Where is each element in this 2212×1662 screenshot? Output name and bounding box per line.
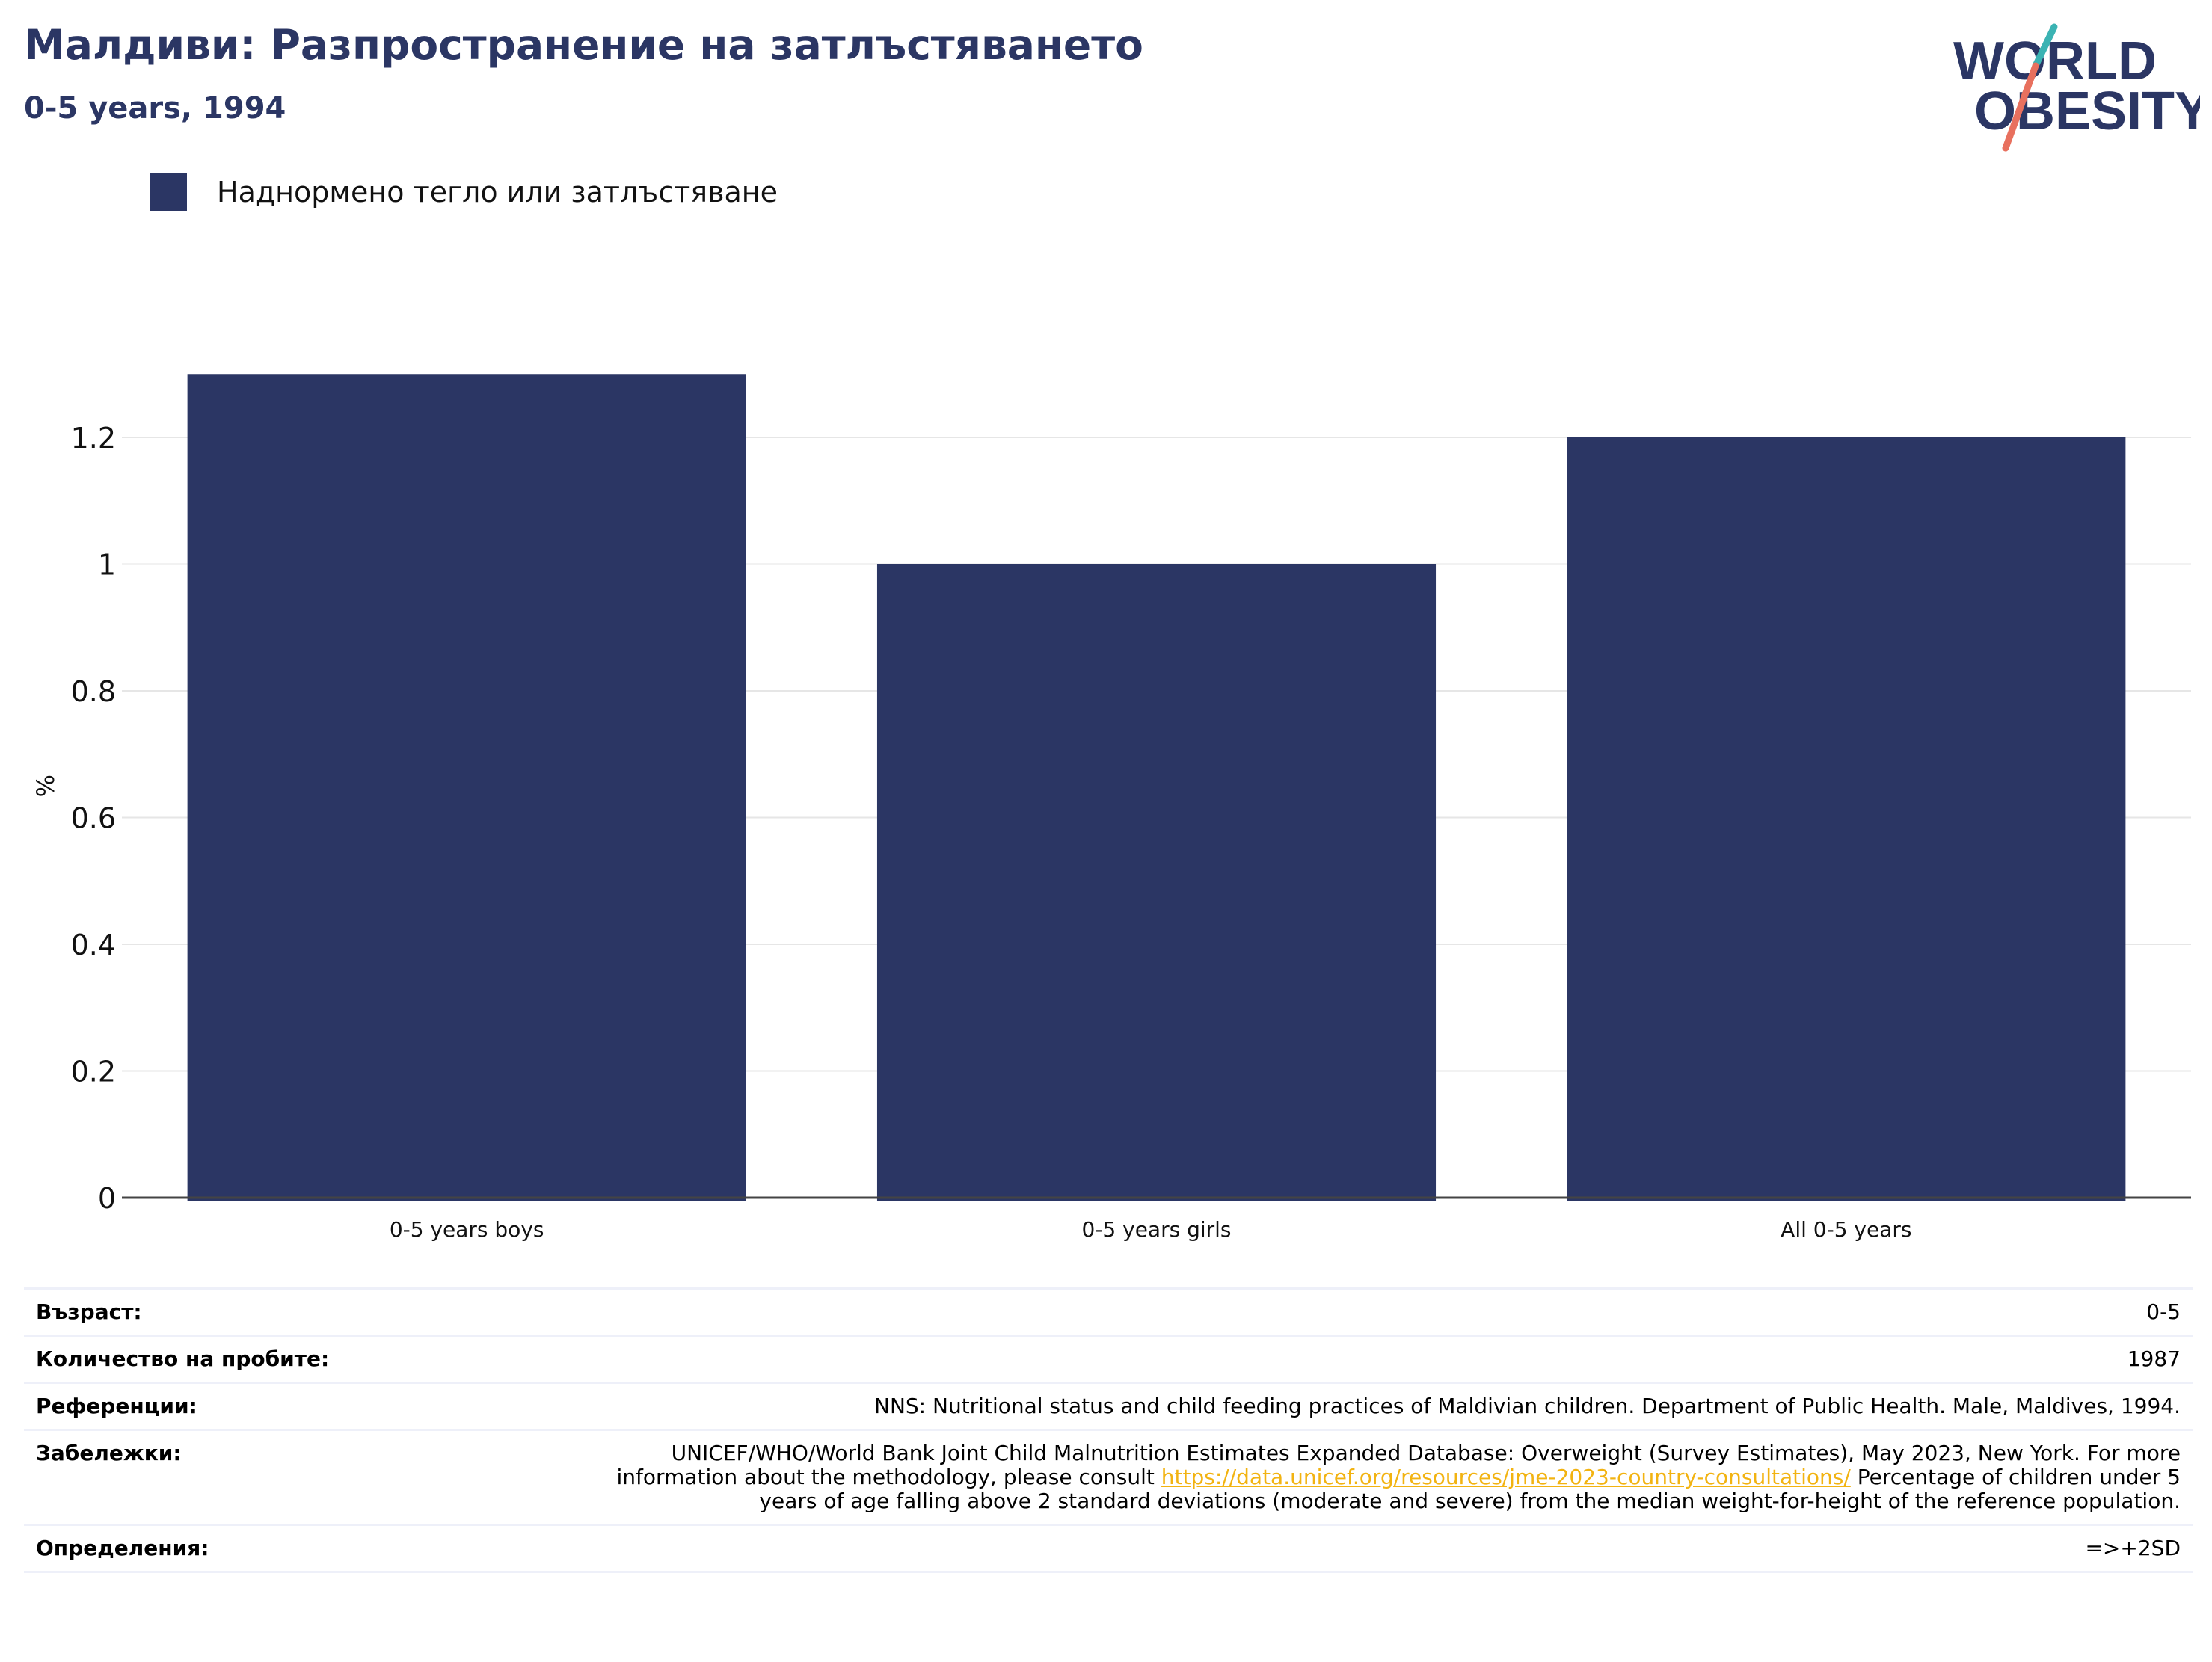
info-key-definitions: Определения: — [24, 1524, 571, 1573]
world-obesity-logo: WORLD OBESITY — [1953, 23, 2200, 152]
bar-chart: 0 0.2 0.4 0.6 0.8 1 1.2 0-5 years boys 0-5 years… — [31, 374, 2191, 1242]
x-tick-label: All 0-5 years — [1781, 1217, 1911, 1242]
notes-text-before: UNICEF/WHO/World Bank Joint Child Malnut… — [616, 1441, 2181, 1489]
info-value-definitions: =>+2SD — [571, 1524, 2193, 1573]
info-value-sample: 1987 — [571, 1335, 2193, 1384]
y-tick-label: 0.2 — [71, 1056, 116, 1089]
y-tick-label: 0.4 — [71, 929, 116, 961]
notes-text-after: Percentage of children under 5 years of … — [759, 1465, 2181, 1513]
chart-subtitle: 0-5 years, 1994 — [24, 91, 286, 126]
info-value-references: NNS: Nutritional status and child feedin… — [571, 1382, 2193, 1431]
x-tick-label: 0-5 years girls — [1081, 1217, 1231, 1242]
info-row-definitions: Определения: =>+2SD — [24, 1524, 2193, 1573]
info-table: Възраст: 0-5 Количество на пробите: 1987… — [24, 1287, 2193, 1573]
logo-slash-teal — [2032, 23, 2058, 70]
info-row-age: Възраст: 0-5 — [24, 1287, 2193, 1337]
info-row-notes: Забележки: UNICEF/WHO/World Bank Joint C… — [24, 1429, 2193, 1526]
bar — [876, 564, 1437, 1201]
y-tick-label: 0 — [98, 1182, 116, 1215]
legend-swatch — [150, 173, 187, 211]
bar — [187, 374, 746, 1201]
info-key-sample: Количество на пробите: — [24, 1335, 571, 1384]
bar — [1567, 437, 2126, 1201]
y-tick-label: 0.8 — [71, 675, 116, 708]
info-row-references: Референции: NNS: Nutritional status and … — [24, 1382, 2193, 1431]
info-value-age: 0-5 — [571, 1287, 2193, 1337]
y-tick-label: 1 — [98, 549, 116, 582]
info-key-age: Възраст: — [24, 1287, 571, 1337]
methodology-link[interactable]: https://data.unicef.org/resources/jme-20… — [1161, 1465, 1851, 1489]
y-axis-label: % — [31, 775, 60, 797]
info-key-notes: Забележки: — [24, 1429, 571, 1526]
legend-label: Наднормено тегло или затлъстяване — [217, 176, 778, 209]
y-tick-label: 0.6 — [71, 802, 116, 835]
y-tick-label: 1.2 — [71, 422, 116, 455]
logo-line-1: WORLD — [1953, 31, 2157, 91]
chart-title: Малдиви: Разпространение на затлъстяване… — [24, 21, 1143, 69]
chart-legend[interactable]: Наднормено тегло или затлъстяване — [150, 173, 778, 211]
x-tick-label: 0-5 years boys — [390, 1217, 544, 1242]
logo-slash-coral — [2002, 62, 2039, 152]
info-value-notes: UNICEF/WHO/World Bank Joint Child Malnut… — [571, 1429, 2193, 1526]
info-key-references: Референции: — [24, 1382, 571, 1431]
info-row-sample: Количество на пробите: 1987 — [24, 1335, 2193, 1384]
